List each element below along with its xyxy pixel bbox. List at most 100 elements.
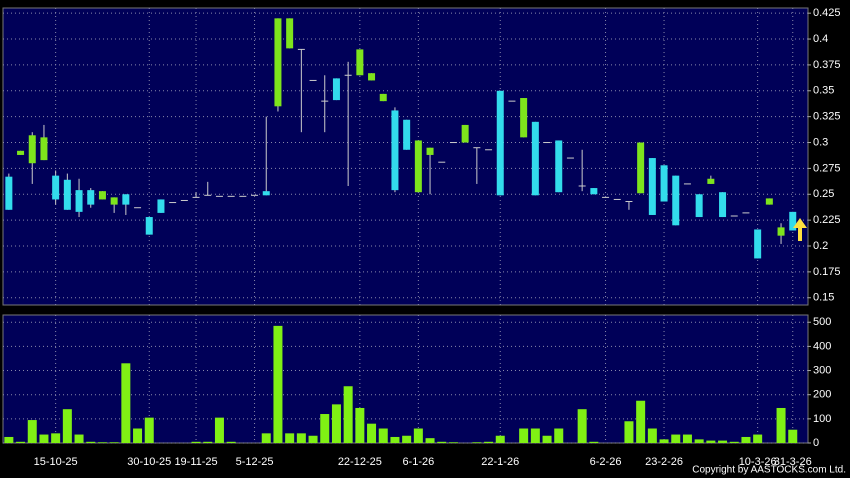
candle-body bbox=[286, 18, 294, 49]
candle-body bbox=[134, 207, 142, 209]
candle-body bbox=[52, 175, 60, 200]
candle-body bbox=[40, 137, 48, 161]
volume-panel bbox=[2, 314, 809, 444]
candle-body bbox=[145, 217, 153, 235]
volume-bar bbox=[16, 441, 26, 443]
volume-bar bbox=[542, 435, 552, 443]
volume-bar bbox=[27, 420, 37, 443]
candle-body bbox=[122, 194, 130, 205]
volume-bar bbox=[378, 428, 388, 443]
candle-body bbox=[17, 150, 25, 155]
y-tick-label: 0.15 bbox=[813, 292, 834, 304]
y-tick-label: 0.375 bbox=[813, 59, 841, 71]
y-tick-label: 0.35 bbox=[813, 85, 834, 97]
x-tick-label: 31-3-26 bbox=[774, 456, 812, 468]
volume-bar bbox=[39, 434, 49, 443]
volume-bar bbox=[682, 434, 692, 443]
x-tick-label: 6-2-26 bbox=[590, 456, 622, 468]
y-tick-label: 100 bbox=[813, 413, 831, 425]
candle-body bbox=[297, 48, 305, 50]
candle-body bbox=[473, 147, 481, 149]
candle-body bbox=[215, 195, 223, 197]
candle-body bbox=[566, 157, 574, 159]
volume-bar bbox=[62, 409, 72, 443]
candle-body bbox=[391, 110, 399, 191]
candle-body bbox=[508, 100, 516, 102]
volume-bar bbox=[355, 407, 365, 443]
candle-body bbox=[777, 227, 785, 236]
volume-bar bbox=[74, 434, 84, 443]
volume-bar bbox=[484, 441, 494, 443]
x-tick-label: 22-1-26 bbox=[481, 456, 519, 468]
volume-bar bbox=[97, 442, 107, 443]
candle-body bbox=[438, 161, 446, 163]
volume-bar bbox=[472, 442, 482, 443]
y-tick-label: 0.425 bbox=[813, 7, 841, 19]
candle-body bbox=[543, 142, 551, 144]
volume-bar bbox=[624, 421, 634, 443]
candle-body bbox=[356, 49, 364, 76]
volume-bar bbox=[437, 441, 447, 443]
copyright: Copyright by AASTOCKS.com Ltd. bbox=[692, 465, 846, 476]
x-tick-label: 19-11-25 bbox=[174, 456, 217, 468]
volume-bar bbox=[519, 428, 529, 443]
volume-bar bbox=[741, 436, 751, 443]
x-tick-label: 10-3-26 bbox=[739, 456, 777, 468]
x-tick-label: 23-2-26 bbox=[645, 456, 683, 468]
volume-bar bbox=[343, 386, 353, 443]
candle-body bbox=[239, 195, 247, 197]
candle-body bbox=[461, 124, 469, 143]
y-tick-label: 0.175 bbox=[813, 266, 841, 278]
y-tick-label: 0.225 bbox=[813, 214, 841, 226]
volume-bar bbox=[86, 441, 96, 443]
x-tick-label: 5-12-25 bbox=[236, 456, 274, 468]
y-tick-label: 200 bbox=[813, 389, 831, 401]
x-tick-label: 22-12-25 bbox=[338, 456, 382, 468]
y-tick-label: 0.3 bbox=[813, 136, 828, 148]
candle-body bbox=[5, 176, 13, 210]
candle-body bbox=[637, 142, 645, 194]
volume-bar bbox=[694, 439, 704, 443]
volume-bar bbox=[495, 435, 505, 443]
candle-body bbox=[227, 195, 235, 197]
plot-layer: 0.15 0.175 0.2 0.225 0.25 0.275 0.3 0.325 0.35 0.… bbox=[3, 7, 841, 468]
candle-body bbox=[648, 158, 656, 215]
price-panel bbox=[2, 7, 809, 306]
candle-body bbox=[157, 199, 165, 213]
volume-bar bbox=[718, 440, 728, 443]
candle-body bbox=[110, 197, 118, 205]
candle-body bbox=[485, 149, 493, 151]
volume-bar bbox=[729, 441, 739, 443]
candle-body bbox=[672, 175, 680, 226]
volume-bar bbox=[530, 428, 540, 443]
volume-bar bbox=[4, 436, 14, 443]
candle-body bbox=[63, 179, 71, 210]
current-arrow bbox=[793, 218, 807, 241]
candle-body bbox=[602, 196, 610, 198]
volume-bar bbox=[788, 429, 798, 443]
volume-bar bbox=[320, 414, 330, 443]
y-tick-label: 400 bbox=[813, 340, 831, 352]
candle-body bbox=[496, 90, 504, 196]
volume-bar bbox=[636, 400, 646, 443]
candle-body bbox=[695, 194, 703, 218]
candle-body bbox=[613, 198, 621, 200]
volume-bar bbox=[367, 423, 377, 443]
candle-body bbox=[660, 165, 668, 202]
volume-bar bbox=[191, 441, 201, 443]
volume-bar bbox=[308, 435, 318, 443]
y-tick-label: 300 bbox=[813, 364, 831, 376]
candle-body bbox=[683, 183, 691, 185]
y-tick-label: 0.2 bbox=[813, 240, 828, 252]
volume-bar bbox=[51, 433, 61, 443]
x-tick-label: 6-1-26 bbox=[402, 456, 434, 468]
volume-bar bbox=[425, 438, 435, 443]
y-tick-label: 0.25 bbox=[813, 188, 834, 200]
volume-bar bbox=[413, 428, 423, 443]
volume-bar bbox=[121, 363, 131, 443]
candle-body bbox=[344, 74, 352, 76]
volume-bar bbox=[285, 433, 295, 443]
volume-bar bbox=[331, 404, 341, 443]
candle-body bbox=[321, 100, 329, 102]
